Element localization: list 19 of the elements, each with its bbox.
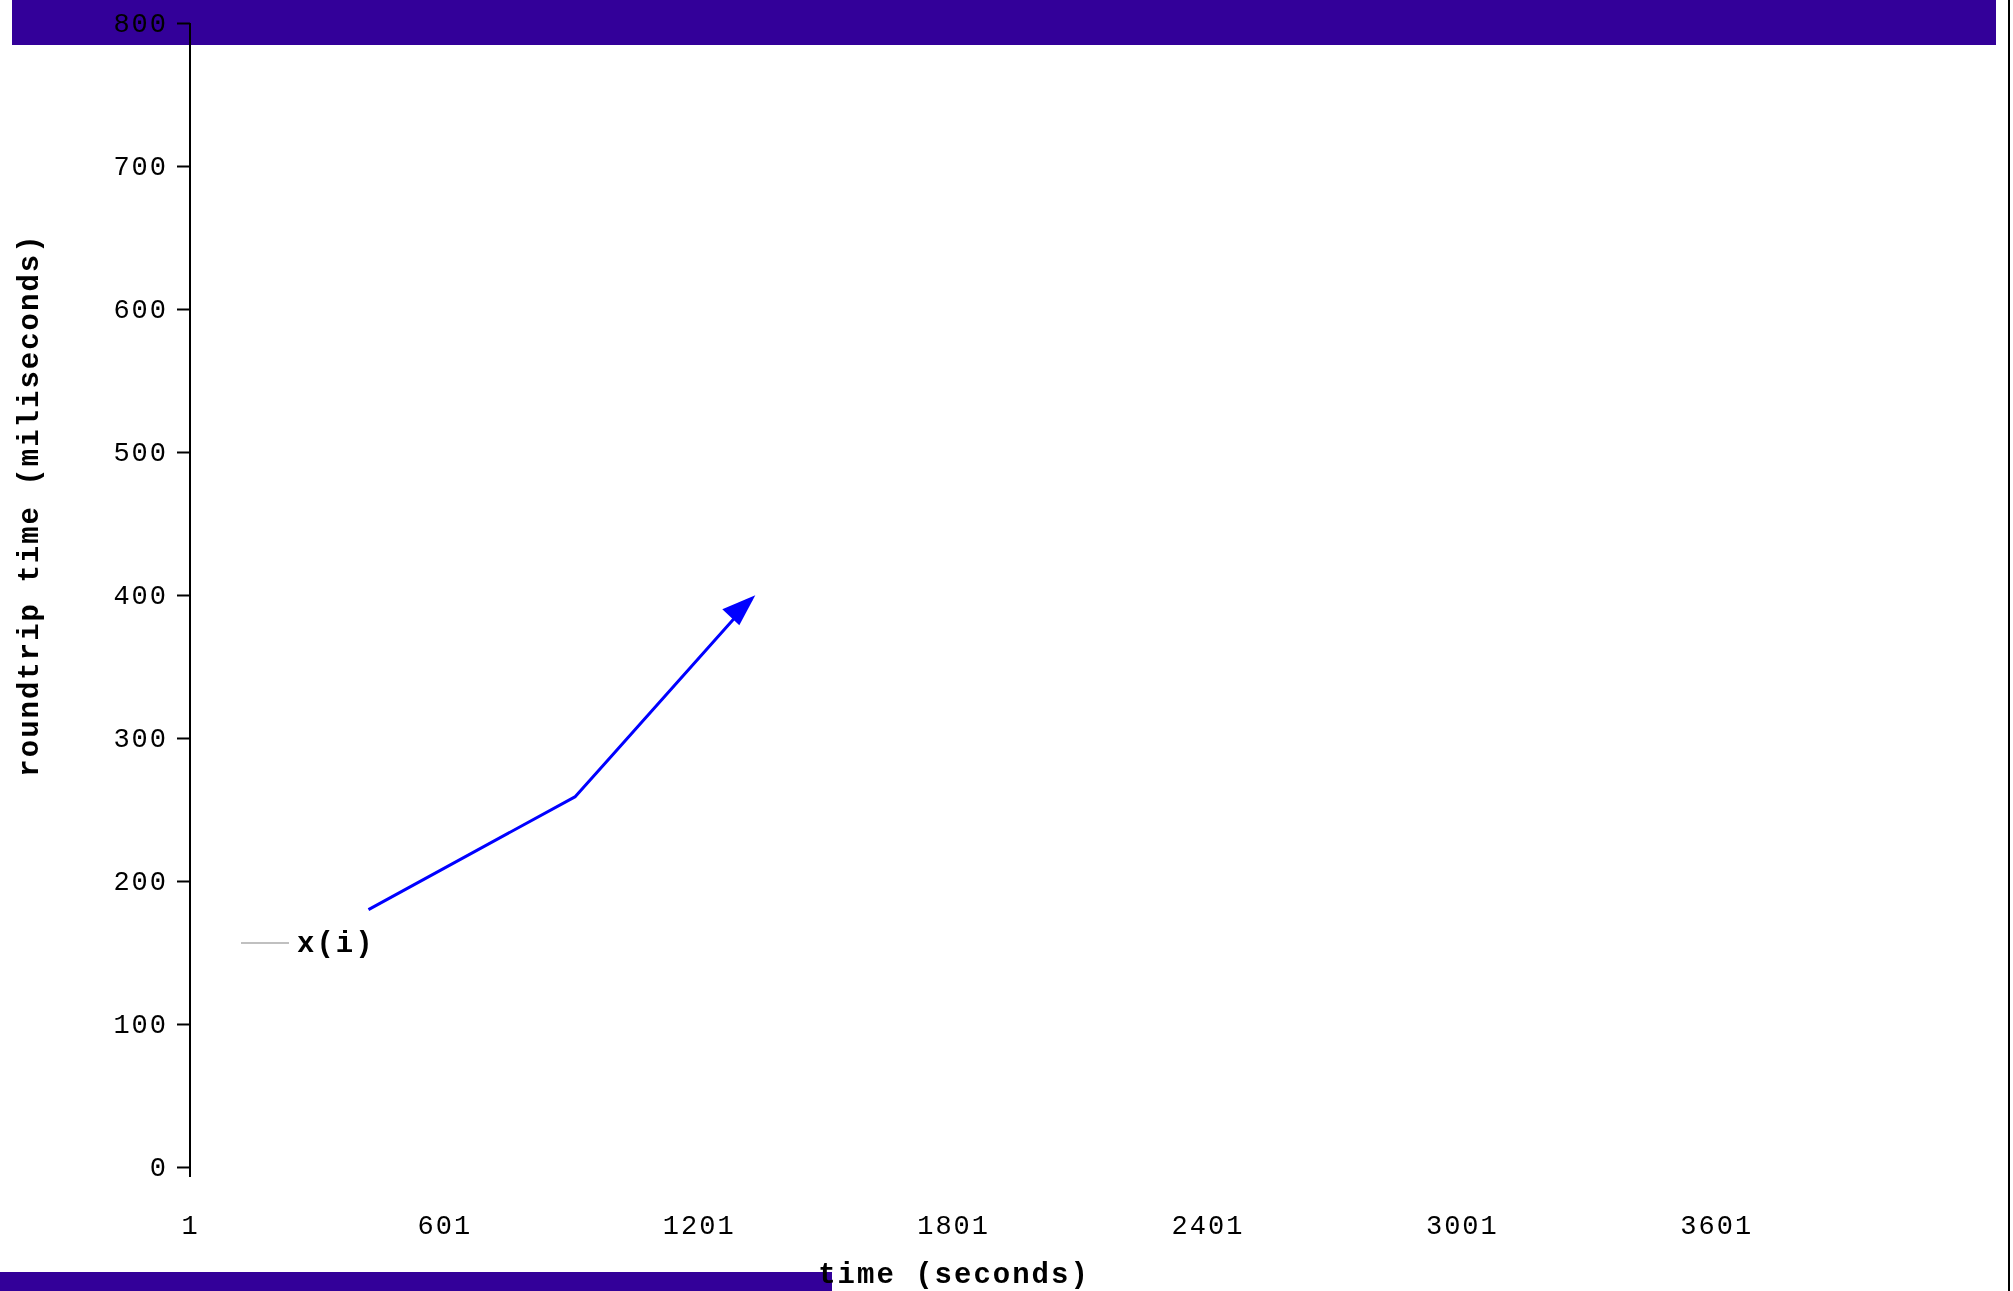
x-tick-label: 2401 [1171,1212,1245,1243]
y-axis-title: roundtrip time (miliseconds) [14,233,47,777]
x-tick-label: 3001 [1425,1212,1499,1243]
x-axis-title: time (seconds) [818,1259,1090,1291]
y-tick-label: 0 [149,1154,168,1185]
y-tick-label: 700 [113,153,168,184]
y-tick-label: 600 [113,296,168,327]
y-tick-label: 800 [113,10,168,41]
y-tick-label: 500 [113,439,168,470]
x-tick-label: 601 [417,1212,473,1243]
y-tick-label: 300 [113,725,168,756]
y-tick-label: 200 [113,868,168,899]
x-tick-label: 1201 [662,1212,736,1243]
x-tick-label: 1801 [917,1212,990,1243]
legend-label: x(i) [297,928,375,961]
y-tick-label: 400 [113,582,168,613]
x-tick-label: 1 [181,1212,200,1243]
x-tick-label: 3601 [1680,1212,1754,1243]
y-tick-label: 100 [113,1011,168,1042]
